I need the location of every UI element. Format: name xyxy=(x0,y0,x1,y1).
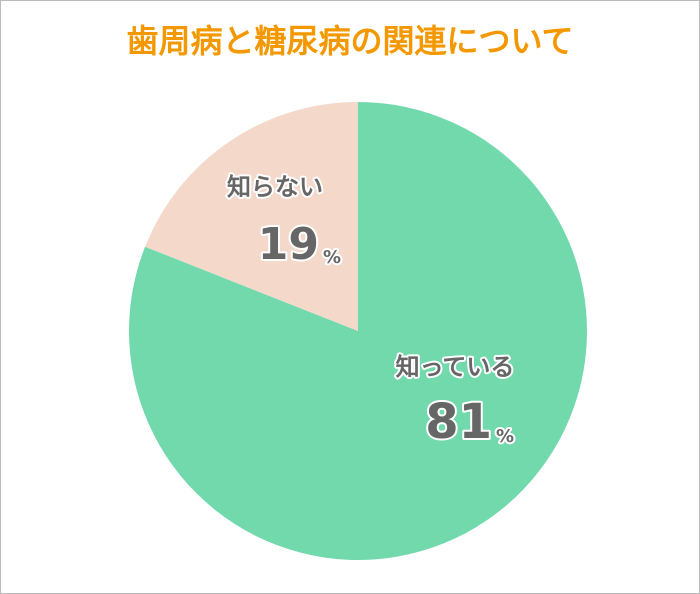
slice-label: 知っている xyxy=(396,353,515,381)
value-label: 81 xyxy=(425,394,492,450)
pie-slice xyxy=(145,101,358,331)
value-unit: % xyxy=(496,426,514,447)
value-label: 19 xyxy=(258,219,319,270)
slice-label: 知らない xyxy=(227,173,323,201)
chart-title: 歯周病と糖尿病の関連について xyxy=(126,22,573,60)
value-unit: % xyxy=(323,247,341,268)
